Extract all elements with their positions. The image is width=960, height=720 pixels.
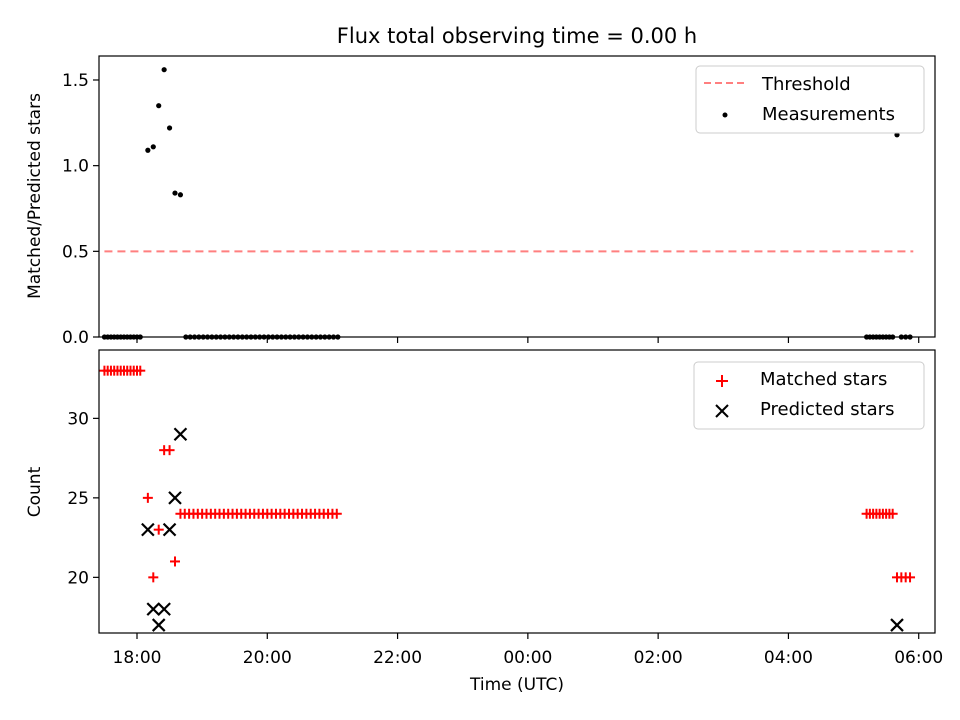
x-tick-label: 02:00 <box>634 648 683 668</box>
matched-star-point <box>887 508 898 519</box>
predicted-star-point <box>890 618 904 632</box>
measurements-legend-swatch <box>722 112 728 118</box>
measurements-legend-label: Measurements <box>762 104 895 125</box>
matched-star-point <box>170 556 180 567</box>
top-panel: 0.0 0.5 1.0 1.5 Matched/Predicted stars Thr… <box>25 55 936 348</box>
measurement-point <box>894 132 900 138</box>
measurement-point <box>166 125 173 131</box>
x-tick-label: 06:00 <box>894 648 943 668</box>
matched-star-point <box>142 492 153 503</box>
bottom-axis-ticks: 20 25 30 18:00 20:00 22:00 00:00 02:00 04:00 06:0… <box>67 409 943 668</box>
top-axes-frame <box>98 55 936 338</box>
bottom-legend: Matched stars Predicted stars <box>693 361 925 430</box>
y-tick-label: 0.5 <box>62 242 89 262</box>
x-axis-label: Time (UTC) <box>469 675 564 695</box>
y-tick-label: 20 <box>67 568 89 588</box>
matched-star-point <box>331 508 342 519</box>
matched-star-point <box>164 445 175 456</box>
predicted-star-point <box>162 522 177 537</box>
matched-legend-label: Matched stars <box>760 369 887 390</box>
matched-star-point <box>153 524 164 535</box>
predicted-star-point <box>151 618 166 632</box>
y-tick-label: 0.0 <box>62 328 89 348</box>
top-legend: Threshold Measurements <box>695 65 925 134</box>
predicted-star-point <box>146 602 161 616</box>
matched-star-point <box>905 572 916 583</box>
top-axis-ticks: 0.0 0.5 1.0 1.5 <box>62 71 920 348</box>
y-tick-label: 1.5 <box>62 71 89 91</box>
top-legend-box <box>695 65 925 134</box>
x-tick-label: 04:00 <box>764 648 813 668</box>
bottom-y-axis-label: Count <box>25 466 45 517</box>
predicted-star-point <box>157 602 171 616</box>
predicted-legend-swatch <box>715 404 729 418</box>
predicted-star-point <box>168 491 182 505</box>
y-tick-label: 25 <box>67 489 89 509</box>
bottom-plot-marks <box>99 365 916 632</box>
matched-star-point <box>135 365 146 376</box>
top-y-axis-label: Matched/Predicted stars <box>25 93 45 299</box>
predicted-legend-label: Predicted stars <box>760 399 894 420</box>
y-tick-label: 1.0 <box>62 157 89 177</box>
threshold-legend-label: Threshold <box>761 74 851 95</box>
bottom-axes-frame <box>98 349 936 634</box>
chart-title: Flux total observing time = 0.00 h <box>337 24 697 48</box>
matched-legend-swatch <box>716 375 728 387</box>
bottom-panel: 20 25 30 18:00 20:00 22:00 00:00 02:00 04:00 06:0… <box>25 349 943 695</box>
x-tick-label: 18:00 <box>113 648 162 668</box>
measurement-point <box>172 190 178 196</box>
predicted-star-point <box>141 522 155 537</box>
x-tick-label: 20:00 <box>243 648 292 668</box>
measurement-point <box>161 67 167 73</box>
measurement-point <box>177 192 184 198</box>
measurement-point <box>150 144 156 150</box>
predicted-star-point <box>173 427 188 442</box>
matched-star-point <box>148 572 159 583</box>
bottom-legend-box <box>693 361 925 430</box>
measurement-point <box>156 103 162 109</box>
x-tick-label: 00:00 <box>503 648 552 668</box>
y-tick-label: 30 <box>67 409 89 429</box>
measurement-point <box>145 147 151 153</box>
x-tick-label: 22:00 <box>373 648 422 668</box>
